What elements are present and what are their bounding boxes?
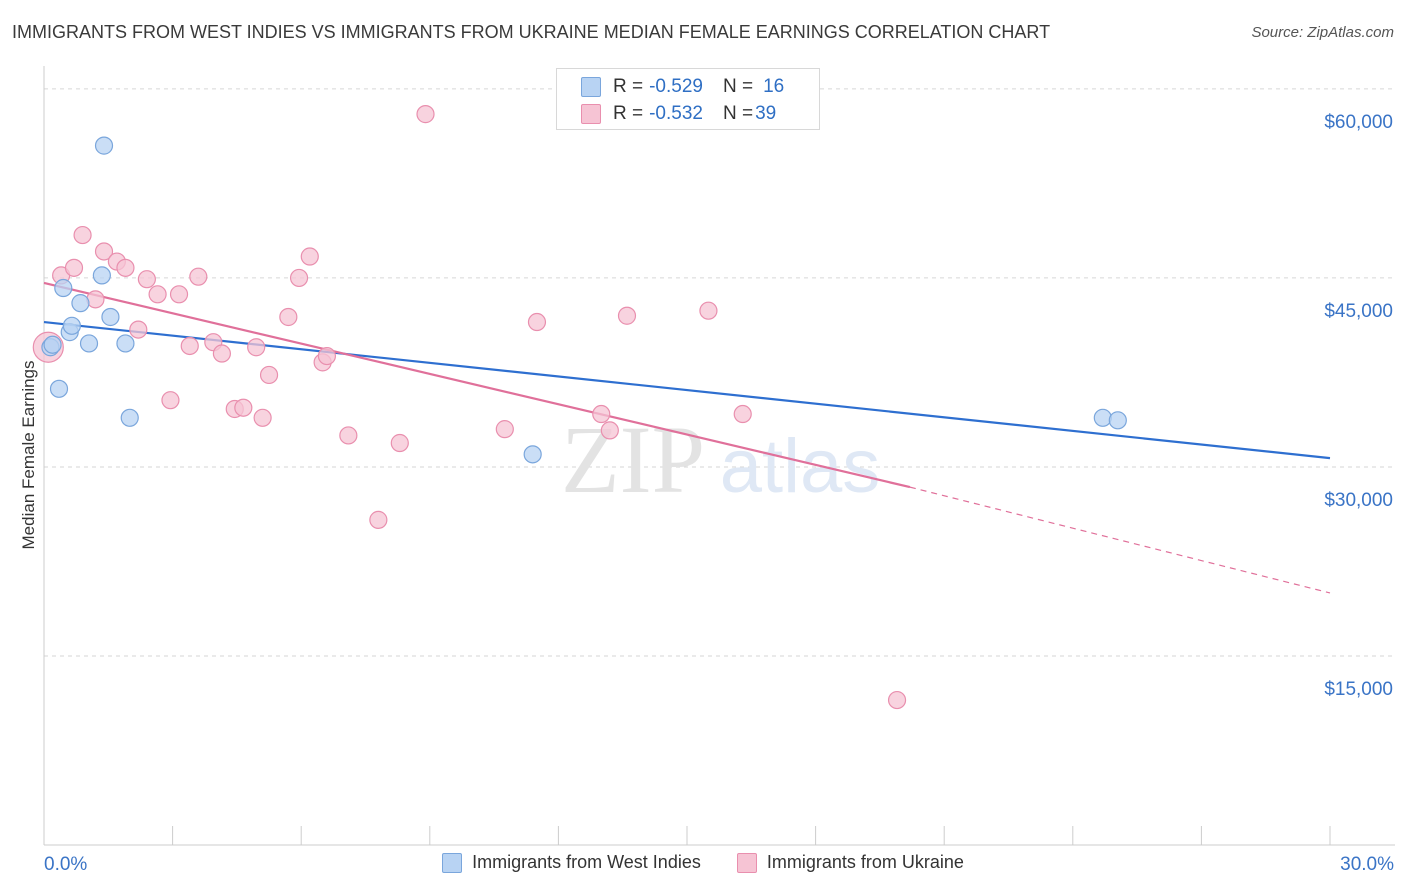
point-ukraine: [369, 510, 388, 529]
y-tick-labels: $15,000 $30,000 $45,000 $60,000: [1324, 112, 1393, 700]
bottom-legend: Immigrants from West Indies Immigrants f…: [0, 852, 1406, 873]
point-ukraine: [289, 268, 309, 288]
point-ukraine: [137, 270, 156, 289]
point-west-indies: [1093, 408, 1112, 427]
point-ukraine: [416, 105, 435, 124]
point-west-indies: [1108, 411, 1127, 430]
point-ukraine: [600, 421, 619, 440]
point-west-indies: [92, 266, 111, 285]
swatch-ukraine: [581, 104, 601, 124]
legend-swatch-ukraine: [736, 852, 757, 873]
n-value: 16: [763, 76, 785, 97]
r-label: R =: [613, 76, 644, 97]
point-ukraine: [253, 408, 272, 427]
point-ukraine: [180, 336, 199, 356]
point-ukraine: [189, 267, 208, 286]
r-value: -0.529: [649, 76, 703, 97]
point-west-indies: [71, 294, 90, 313]
chart-title: IMMIGRANTS FROM WEST INDIES VS IMMIGRANT…: [12, 22, 1051, 42]
point-ukraine: [527, 312, 547, 332]
point-ukraine: [169, 285, 189, 304]
point-ukraine: [279, 307, 298, 327]
point-ukraine: [212, 344, 231, 363]
legend-label-west-indies: Immigrants from West Indies: [472, 852, 701, 872]
point-ukraine: [592, 404, 611, 424]
point-ukraine: [733, 404, 752, 424]
point-west-indies: [101, 307, 120, 327]
point-ukraine: [617, 306, 637, 325]
n-label: N =: [722, 103, 754, 124]
watermark-zip: ZIP: [561, 406, 705, 513]
point-ukraine: [339, 426, 358, 445]
point-ukraine: [86, 290, 105, 309]
point-ukraine: [390, 433, 409, 453]
data-points: [32, 105, 1127, 710]
point-ukraine: [161, 391, 180, 410]
point-ukraine: [300, 247, 319, 266]
point-west-indies: [523, 445, 542, 464]
x-tick-labels: 0.0% 30.0%: [44, 854, 1394, 875]
point-ukraine: [317, 346, 337, 366]
n-value: 39: [755, 103, 777, 124]
legend-item-west-indies: Immigrants from West Indies: [442, 852, 701, 873]
source-label: Source: ZipAtlas.com: [1251, 24, 1394, 41]
point-ukraine: [148, 285, 167, 304]
legend-label-ukraine: Immigrants from Ukraine: [766, 852, 964, 872]
point-west-indies: [62, 316, 81, 335]
point-west-indies: [54, 278, 73, 298]
point-ukraine: [116, 258, 135, 277]
axes: [43, 66, 1395, 846]
legend-swatch-west-indies: [442, 852, 463, 873]
point-ukraine: [495, 420, 514, 439]
point-ukraine: [94, 242, 114, 261]
point-west-indies: [120, 408, 139, 427]
point-ukraine: [259, 365, 279, 385]
point-west-indies: [94, 136, 114, 155]
x-tick-label: 30.0%: [1340, 854, 1394, 875]
point-ukraine: [247, 338, 266, 357]
point-ukraine: [129, 320, 148, 339]
point-west-indies: [79, 334, 99, 353]
point-ukraine: [234, 398, 253, 417]
y-axis-label: Median Female Earnings: [19, 361, 38, 550]
watermark-atlas: atlas: [720, 424, 881, 509]
x-tick-label: 0.0%: [44, 854, 87, 875]
stats-row-west-indies: R = -0.529 N = 16: [581, 74, 784, 100]
y-tick-label: $15,000: [1324, 679, 1393, 700]
trend-line-extension: [909, 486, 1331, 594]
point-west-indies: [49, 379, 69, 398]
trend-line: [43, 281, 911, 489]
r-value: -0.532: [649, 103, 703, 124]
point-west-indies: [43, 335, 62, 354]
y-tick-label: $30,000: [1324, 490, 1393, 511]
point-ukraine: [73, 225, 92, 245]
stats-row-ukraine: R = -0.532 N = 39: [581, 101, 776, 127]
point-west-indies: [116, 334, 135, 353]
point-ukraine: [699, 301, 718, 320]
r-label: R =: [613, 103, 644, 124]
gridlines: [44, 88, 1395, 657]
swatch-west-indies: [581, 77, 601, 97]
stats-legend: R = -0.529 N = 16 R = -0.532 N = 39: [556, 68, 820, 130]
legend-item-ukraine: Immigrants from Ukraine: [736, 852, 964, 873]
point-ukraine: [64, 258, 84, 277]
n-label: N =: [722, 76, 754, 97]
y-tick-label: $45,000: [1324, 301, 1393, 322]
y-tick-label: $60,000: [1324, 112, 1393, 133]
point-ukraine: [887, 690, 907, 710]
